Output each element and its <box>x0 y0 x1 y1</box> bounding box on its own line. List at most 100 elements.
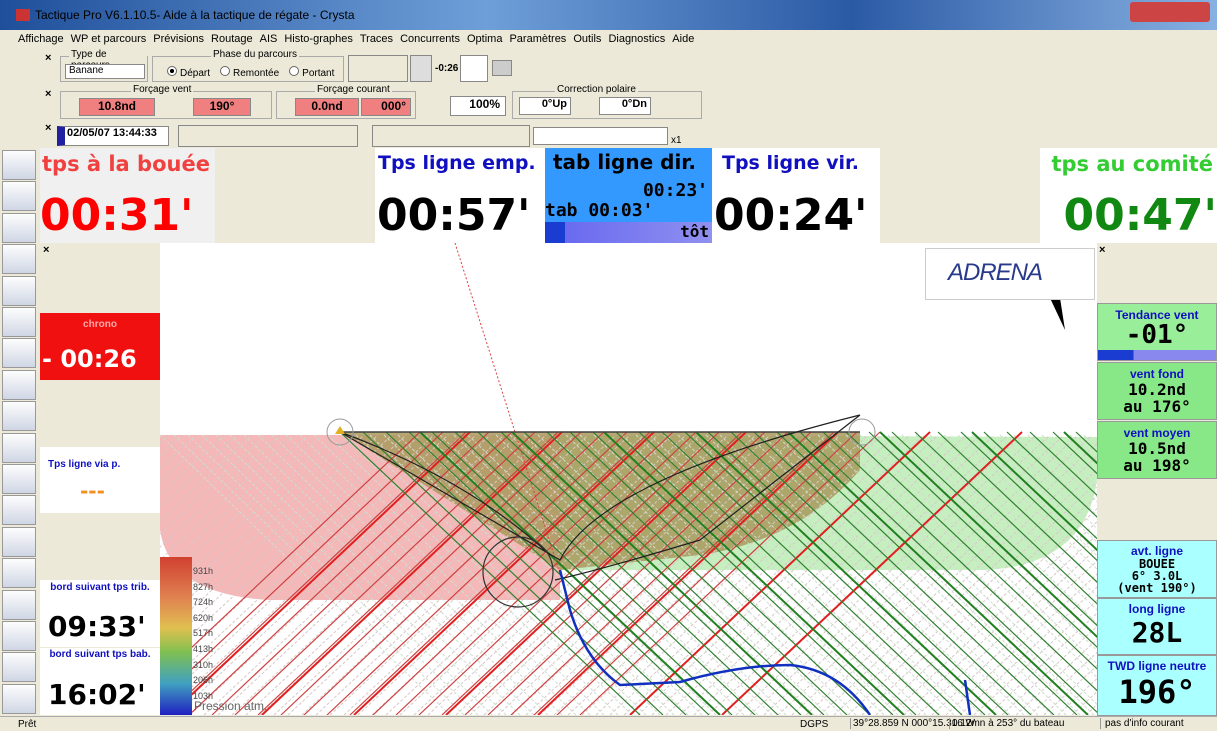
panel-label: tps à la bouée <box>42 152 210 176</box>
wind-direction[interactable]: 190° <box>193 98 251 116</box>
course-type-select[interactable]: Banane <box>65 64 145 79</box>
tool-icon[interactable] <box>2 495 36 526</box>
current-direction[interactable]: 000° <box>361 98 411 116</box>
window-controls[interactable] <box>1130 2 1210 22</box>
boat-button[interactable] <box>460 55 488 82</box>
radio-dot <box>289 66 300 76</box>
map-line <box>1027 434 1097 503</box>
menu-item[interactable]: Outils <box>573 33 602 45</box>
map-line <box>533 431 835 715</box>
phase-radio[interactable]: Remontée <box>220 66 279 79</box>
map-line <box>243 434 535 715</box>
tool-buttons[interactable] <box>178 125 358 147</box>
map-line <box>805 442 1097 715</box>
playback-slider[interactable] <box>533 127 668 145</box>
menu-item[interactable]: Affichage <box>18 33 64 45</box>
polar-up[interactable]: 0°Up <box>519 97 571 115</box>
panel-line-length: long ligne 28L <box>1097 598 1217 655</box>
menu-item[interactable]: AIS <box>259 33 278 45</box>
menu-item[interactable]: Concurrents <box>400 33 460 45</box>
map-line <box>579 434 871 715</box>
menu-item[interactable]: Traces <box>359 33 394 45</box>
menu-item[interactable]: Paramètres <box>509 33 567 45</box>
panel-status: tôt <box>680 222 709 241</box>
close-button[interactable]: × <box>43 244 50 256</box>
panel-label: vent moyen <box>1123 426 1191 440</box>
close-button[interactable]: × <box>1099 244 1106 256</box>
tool-icon[interactable] <box>2 621 36 651</box>
menu-item[interactable]: Routage <box>211 33 253 45</box>
tool-icon[interactable] <box>2 244 36 275</box>
map-line <box>160 434 421 679</box>
logo-box: ADRENA <box>925 248 1095 300</box>
panel-value: 09:33' <box>48 610 146 643</box>
map-line <box>229 434 521 715</box>
group-label: Forçage courant <box>315 84 392 95</box>
map-line <box>211 431 513 715</box>
map-line <box>453 434 745 715</box>
stopwatch-button[interactable] <box>410 55 432 82</box>
tool-icon[interactable] <box>2 212 36 243</box>
map-line <box>579 431 881 715</box>
tool-icon[interactable] <box>2 338 36 369</box>
map-line <box>160 434 239 509</box>
panel-start-line: tab ligne dir. 00:23' tab 00:03' tôt <box>545 148 712 243</box>
tool-icon[interactable] <box>2 558 36 589</box>
panel-line: 00:23' <box>642 180 708 201</box>
wind-speed[interactable]: 10.8nd <box>79 98 155 116</box>
map-line <box>160 434 435 692</box>
map-line <box>556 431 858 715</box>
map-line <box>160 434 267 535</box>
close-button[interactable]: × <box>45 122 52 134</box>
keyboard-button[interactable] <box>492 60 512 76</box>
tool-icon[interactable] <box>2 432 36 463</box>
tool-icon[interactable] <box>2 526 36 557</box>
menu-item[interactable]: Diagnostics <box>608 33 666 45</box>
map-line <box>891 431 1097 627</box>
tool-icon[interactable] <box>2 652 36 683</box>
map-line <box>819 455 1097 715</box>
phase-radio[interactable]: Portant <box>289 66 334 79</box>
panel-label: bord suivant tps trib. <box>50 582 150 593</box>
tool-icon[interactable] <box>2 464 36 494</box>
panel-value: 10.2nd <box>1128 380 1186 399</box>
map-line <box>161 434 463 715</box>
tool-icon[interactable] <box>2 589 36 620</box>
map-line <box>629 431 931 715</box>
map-line <box>537 431 839 715</box>
playback-controls[interactable] <box>372 125 530 147</box>
tool-button[interactable] <box>348 55 408 82</box>
tool-icon[interactable] <box>2 369 36 400</box>
close-button[interactable]: × <box>45 52 52 64</box>
map-line <box>188 431 490 715</box>
close-button[interactable]: × <box>45 88 52 100</box>
map-line <box>983 431 1097 540</box>
map-line <box>477 431 779 715</box>
map-line <box>649 434 941 715</box>
map-line <box>385 431 687 715</box>
tool-icon[interactable] <box>2 307 36 337</box>
map-line <box>280 431 582 715</box>
tool-icon[interactable] <box>2 150 36 180</box>
menu-item[interactable]: Histo-graphes <box>284 33 353 45</box>
panel-starboard: bord suivant tps trib. 09:33' <box>40 580 160 647</box>
map-line <box>160 434 449 705</box>
progress-bar <box>545 222 712 243</box>
menu-item[interactable]: Prévisions <box>153 33 205 45</box>
map[interactable] <box>160 243 1097 715</box>
current-speed[interactable]: 0.0nd <box>295 98 359 116</box>
tool-icon[interactable] <box>2 683 36 714</box>
menu-item[interactable]: Optima <box>466 33 503 45</box>
phase-radio[interactable]: Départ <box>167 66 210 79</box>
panel-label: Tendance vent <box>1115 308 1199 322</box>
map-line <box>419 431 721 715</box>
tool-icon[interactable] <box>2 181 36 212</box>
menu-item[interactable]: WP et parcours <box>70 33 147 45</box>
polar-percent[interactable]: 100% <box>450 96 506 116</box>
polar-down[interactable]: 0°Dn <box>599 97 651 115</box>
panel-layline-starboard: Tps ligne vir. 00:24' <box>712 148 880 243</box>
tool-icon[interactable] <box>2 275 36 306</box>
tool-icon[interactable] <box>2 401 36 432</box>
menu-item[interactable]: Aide <box>672 33 695 45</box>
pressure-scale <box>160 557 192 715</box>
